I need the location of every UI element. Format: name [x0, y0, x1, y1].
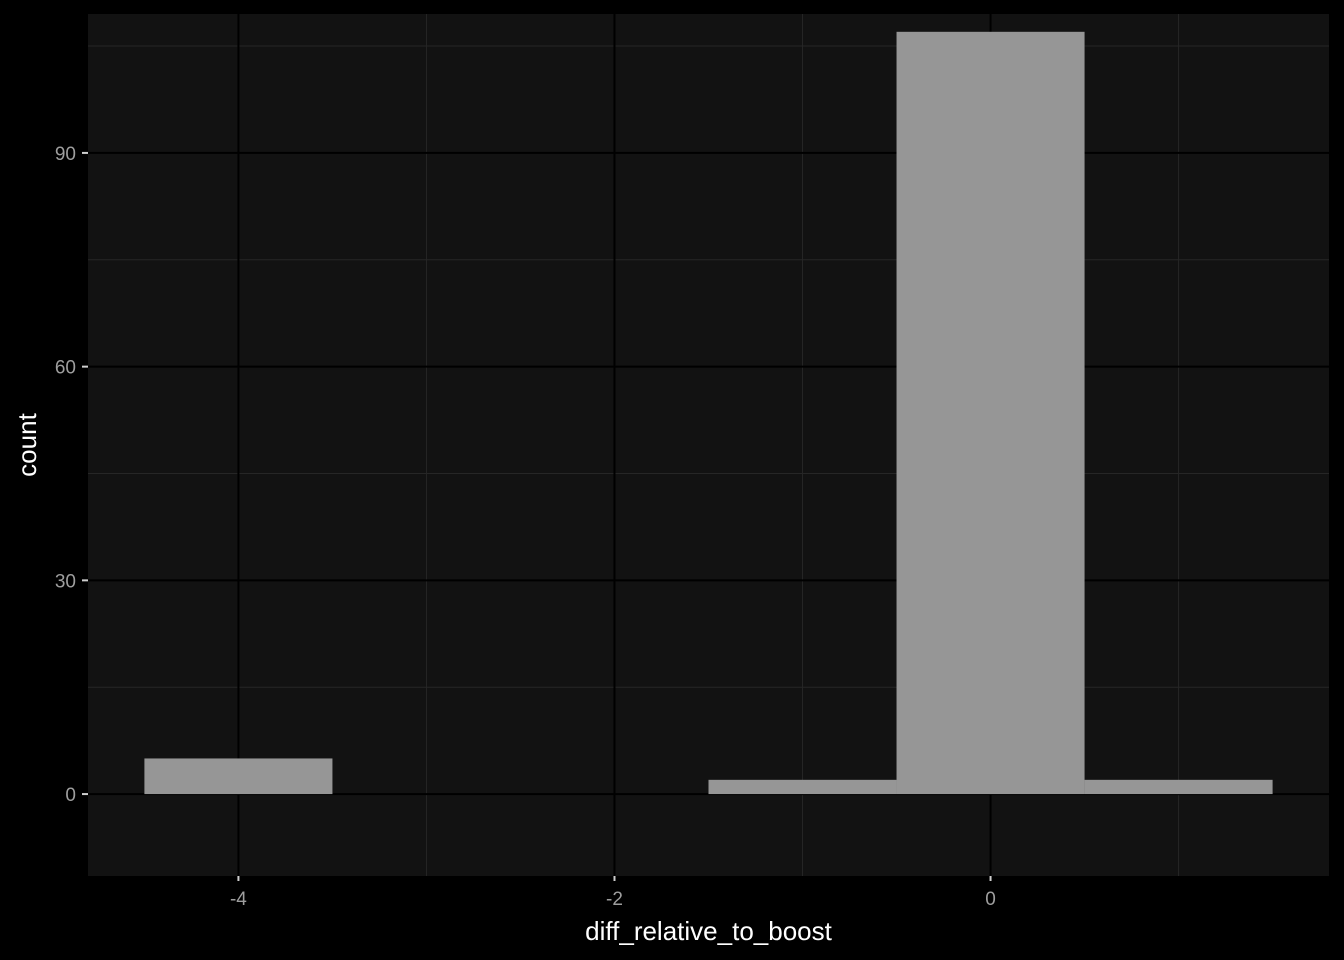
y-tick-label: 60: [55, 358, 76, 379]
histogram-bar: [144, 758, 333, 795]
y-tick-label: 30: [55, 571, 76, 592]
x-axis-title: diff_relative_to_boost: [585, 916, 832, 946]
histogram-bar: [1084, 779, 1273, 795]
x-axis: -4 -2 0: [230, 876, 996, 910]
histogram-bar: [708, 779, 897, 795]
histogram-bars: [144, 31, 1273, 795]
y-axis-title: count: [12, 412, 42, 476]
x-tick-label: -2: [606, 889, 623, 910]
plot-panel: [88, 14, 1329, 876]
minor-gridlines: [88, 14, 1329, 876]
y-tick-label: 90: [55, 144, 76, 165]
x-tick-label: -4: [230, 889, 247, 910]
x-tick-label: 0: [985, 889, 996, 910]
histogram-bar: [896, 31, 1085, 795]
y-tick-label: 0: [65, 785, 76, 806]
y-axis: 0 30 60 90: [55, 144, 88, 806]
